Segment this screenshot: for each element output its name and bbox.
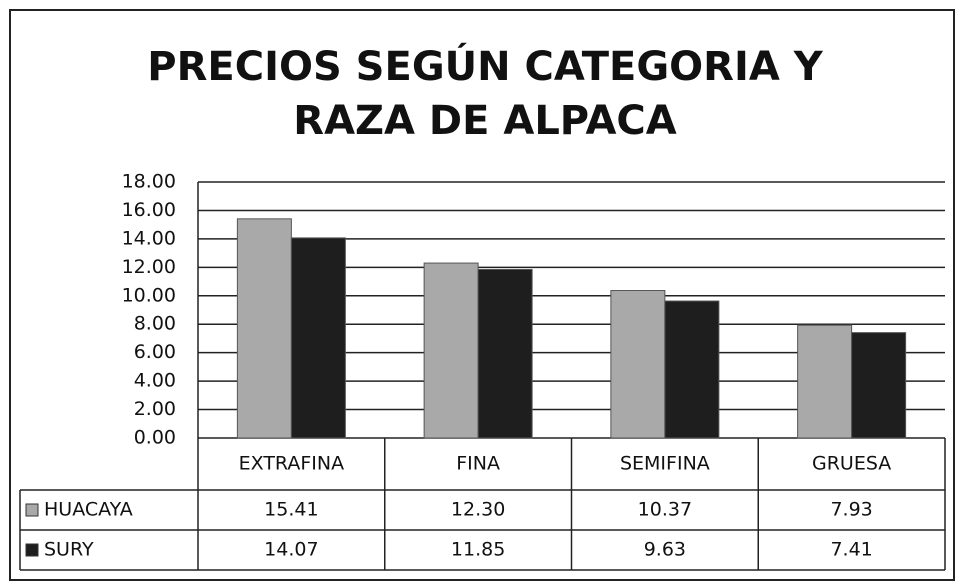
table-value: 10.37 (638, 499, 692, 521)
table-value: 9.63 (644, 539, 686, 561)
legend-swatch (25, 503, 39, 517)
x-tick-label: SEMIFINA (620, 453, 710, 475)
legend-label: SURY (44, 539, 94, 561)
chart-border (9, 9, 955, 581)
table-value: 7.41 (830, 539, 872, 561)
bar (851, 332, 907, 439)
bar (477, 268, 533, 439)
x-tick-label: FINA (456, 453, 500, 475)
y-tick-label: 4.00 (134, 370, 176, 392)
bar (290, 237, 346, 439)
y-tick-label: 18.00 (122, 171, 176, 193)
bar (664, 300, 720, 439)
y-tick-label: 2.00 (134, 398, 176, 420)
y-tick-label: 12.00 (122, 256, 176, 278)
table-value: 12.30 (451, 499, 505, 521)
y-tick-label: 8.00 (134, 313, 176, 335)
bar (236, 218, 292, 439)
table-value: 7.93 (830, 499, 872, 521)
y-tick-label: 16.00 (122, 199, 176, 221)
chart-title: PRECIOS SEGÚN CATEGORIA Y RAZA DE ALPACA (147, 44, 823, 144)
x-tick-label: GRUESA (812, 453, 891, 475)
table-value: 14.07 (264, 539, 318, 561)
bar (423, 262, 479, 439)
y-tick-label: 0.00 (134, 427, 176, 449)
y-tick-label: 14.00 (122, 227, 176, 249)
legend-swatch (25, 543, 39, 557)
table-value: 11.85 (451, 539, 505, 561)
x-tick-label: EXTRAFINA (239, 453, 344, 475)
bar (797, 324, 853, 439)
legend-label: HUACAYA (44, 499, 133, 521)
bar (610, 290, 666, 439)
table-value: 15.41 (264, 499, 318, 521)
y-tick-label: 6.00 (134, 341, 176, 363)
y-tick-label: 10.00 (122, 284, 176, 306)
